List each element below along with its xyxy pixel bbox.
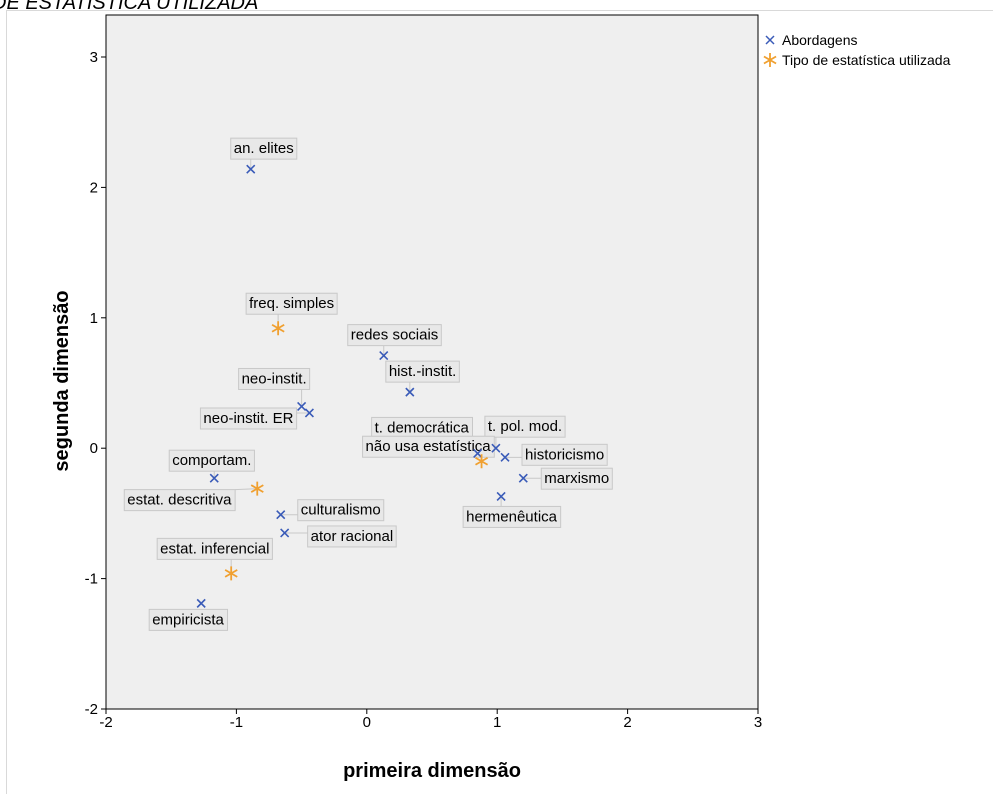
data-point-abordagem: [491, 443, 501, 453]
legend-marker-estatistica: [763, 53, 777, 67]
data-label-box: [156, 537, 273, 560]
legend-marker-abordagens: [765, 35, 775, 45]
data-label: redes sociais: [351, 327, 439, 344]
data-label-box: [148, 608, 229, 631]
data-label: neo-instit. ER: [203, 410, 293, 427]
data-point-estatistica: [250, 481, 264, 496]
x-tick-label: -2: [99, 714, 112, 731]
data-label: estat. inferencial: [160, 540, 269, 557]
data-label: t. democrática: [375, 419, 470, 436]
data-label-box: [540, 467, 613, 490]
data-point-estatistica: [271, 321, 285, 336]
data-label-box: [484, 415, 566, 438]
data-label-box: [168, 449, 255, 472]
data-point-abordagem: [196, 598, 206, 608]
x-tick-label: -1: [230, 714, 243, 731]
data-label-box: [199, 407, 298, 430]
data-label: hermenêutica: [466, 508, 558, 525]
data-label-box: [297, 499, 385, 522]
data-label: historicismo: [525, 446, 604, 463]
legend-label: Tipo de estatística utilizada: [782, 52, 951, 68]
y-axis-title: segunda dimensão: [51, 290, 73, 471]
legend-label: Abordagens: [782, 32, 858, 48]
data-point-abordagem: [518, 473, 528, 483]
y-tick-label: 2: [90, 179, 98, 196]
data-label-box: [462, 505, 562, 528]
x-axis-title: primeira dimensão: [343, 760, 521, 782]
data-point-abordagem: [276, 510, 286, 520]
data-label-box: [238, 367, 311, 390]
data-point-estatistica: [475, 454, 489, 469]
data-point-abordagem: [500, 452, 510, 462]
data-point-abordagem: [246, 164, 256, 174]
axes: -2 -1 0 1 2 3 -2 -1 0 1 2 3: [85, 49, 763, 731]
data-label: não usa estatística: [366, 438, 492, 455]
data-label: ator racional: [311, 528, 394, 545]
x-tick-label: 3: [754, 714, 762, 731]
data-label-box: [307, 525, 397, 548]
data-label: empiricista: [152, 611, 224, 628]
x-tick-label: 1: [493, 714, 501, 731]
data-point-abordagem: [496, 491, 506, 502]
data-label: marxismo: [544, 470, 609, 487]
data-label: estat. descritiva: [127, 492, 232, 509]
legend: Abordagens Tipo de estatística utilizada: [763, 32, 951, 68]
data-point-abordagem: [280, 528, 290, 538]
data-point-abordagem: [297, 401, 307, 412]
data-label: an. elites: [234, 140, 294, 157]
data-point-abordagem: [379, 351, 389, 361]
y-tick-label: -1: [85, 571, 98, 588]
data-point-estatistica: [224, 566, 238, 581]
data-label: culturalismo: [301, 502, 381, 519]
x-tick-label: 0: [363, 714, 371, 731]
data-label-box: [347, 324, 442, 347]
data-point-abordagem: [209, 473, 219, 483]
data-label: comportam.: [172, 452, 251, 469]
data-label: neo-instit.: [242, 370, 307, 387]
data-label: t. pol. mod.: [488, 418, 562, 435]
data-points: [196, 164, 528, 608]
leader-line: [235, 488, 258, 491]
data-label-box: [230, 137, 298, 160]
data-point-abordagem: [304, 408, 314, 418]
data-label-box: [123, 489, 236, 512]
data-point-abordagem: [473, 448, 483, 458]
data-point-abordagem: [405, 387, 415, 397]
chart-frame: [6, 10, 993, 794]
x-tick-label: 2: [623, 714, 631, 731]
y-tick-label: -2: [85, 701, 98, 718]
data-label: hist.-instit.: [389, 363, 457, 380]
y-tick-label: 1: [90, 310, 98, 327]
data-label-box: [521, 443, 608, 466]
y-tick-label: 3: [90, 49, 98, 66]
data-label-box: [385, 360, 460, 383]
point-labels: an. elites redes sociais hist.-instit. neo-…: [123, 137, 613, 631]
y-tick-label: 0: [90, 440, 98, 457]
data-label-box: [245, 292, 338, 315]
data-label: freq. simples: [249, 295, 334, 312]
